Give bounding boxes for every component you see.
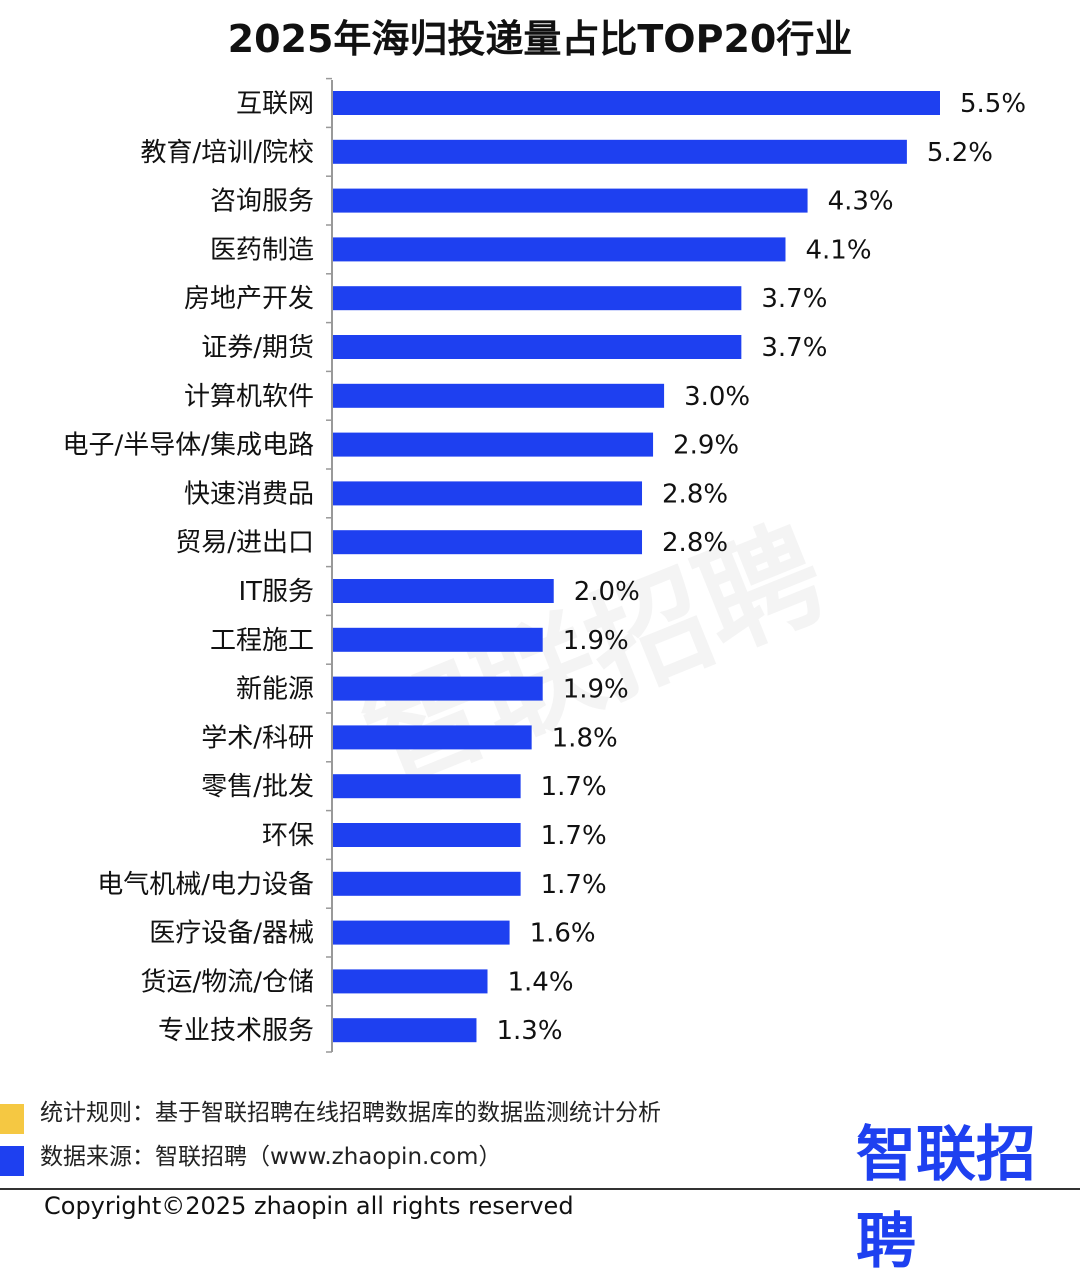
category-label: 新能源 (236, 675, 314, 705)
bar (333, 383, 665, 408)
value-label: 4.3% (828, 187, 894, 217)
value-label: 1.7% (541, 821, 607, 851)
value-label: 1.9% (563, 675, 629, 705)
value-label: 3.0% (684, 382, 750, 412)
category-label: 环保 (262, 821, 314, 851)
category-label: 医药制造 (210, 235, 314, 265)
value-label: 5.5% (960, 89, 1026, 119)
copyright-text: Copyright©2025 zhaopin all rights reserv… (44, 1192, 574, 1220)
category-label: 医疗设备/器械 (149, 919, 314, 949)
zhaopin-logo: 智联招聘 (856, 1120, 1036, 1277)
bar (333, 139, 907, 164)
value-label: 2.8% (662, 528, 728, 558)
category-label: 教育/培训/院校 (140, 138, 314, 168)
category-label: 学术/科研 (201, 723, 314, 753)
category-label: 快速消费品 (184, 479, 314, 509)
bar (333, 1018, 477, 1043)
value-label: 1.4% (508, 967, 574, 997)
value-label: 5.2% (927, 138, 993, 168)
bar (333, 627, 543, 652)
bar (333, 871, 521, 896)
value-label: 1.7% (541, 870, 607, 900)
category-label: 互联网 (236, 89, 314, 119)
bar (333, 676, 543, 701)
value-label: 3.7% (761, 284, 827, 314)
category-label: 证券/期货 (201, 333, 314, 363)
category-label: 咨询服务 (210, 187, 314, 217)
bar (333, 481, 643, 506)
category-label: 零售/批发 (201, 772, 314, 802)
category-label: 电子/半导体/集成电路 (62, 431, 314, 461)
bar (333, 91, 940, 115)
bar (333, 286, 742, 311)
bar (333, 920, 510, 945)
value-label: 1.7% (541, 772, 607, 802)
footer-divider (0, 1188, 1080, 1190)
bar (333, 969, 488, 994)
category-label: 贸易/进出口 (175, 528, 314, 558)
value-label: 3.7% (761, 333, 827, 363)
bar (333, 335, 742, 359)
footer-rule-text: 统计规则：基于智联招聘在线招聘数据库的数据监测统计分析 (40, 1100, 661, 1126)
legend-yellow-square (0, 1104, 24, 1134)
bar (333, 188, 808, 213)
footer-source-text: 数据来源：智联招聘（www.zhaopin.com） (40, 1144, 502, 1170)
bar (333, 725, 532, 750)
category-label: 电气机械/电力设备 (97, 870, 314, 900)
bar (333, 823, 521, 847)
category-label: 工程施工 (210, 626, 314, 656)
value-label: 2.8% (662, 479, 728, 509)
bar-chart: 互联网 5.5% 教育/培训/院校 5.2% 咨询服务 4.3% 医药制造 4.1% 房地产开发… (62, 77, 1026, 1053)
value-label: 2.0% (574, 577, 640, 607)
bar (333, 579, 554, 603)
category-label: IT服务 (238, 577, 314, 607)
chart-title: 2025年海归投递量占比TOP20行业 (227, 17, 853, 61)
bar (333, 432, 654, 457)
value-label: 1.8% (552, 723, 618, 753)
value-label: 1.9% (563, 626, 629, 656)
bar (333, 237, 786, 262)
bar (333, 530, 643, 555)
category-label: 房地产开发 (184, 284, 314, 314)
value-label: 2.9% (673, 431, 739, 461)
legend-blue-square (0, 1146, 24, 1176)
value-label: 4.1% (805, 235, 871, 265)
value-label: 1.3% (496, 1016, 562, 1046)
category-label: 专业技术服务 (158, 1016, 314, 1046)
category-label: 计算机软件 (184, 382, 314, 412)
category-label: 货运/物流/仓储 (140, 967, 314, 997)
value-label: 1.6% (530, 919, 596, 949)
bar (333, 774, 521, 799)
